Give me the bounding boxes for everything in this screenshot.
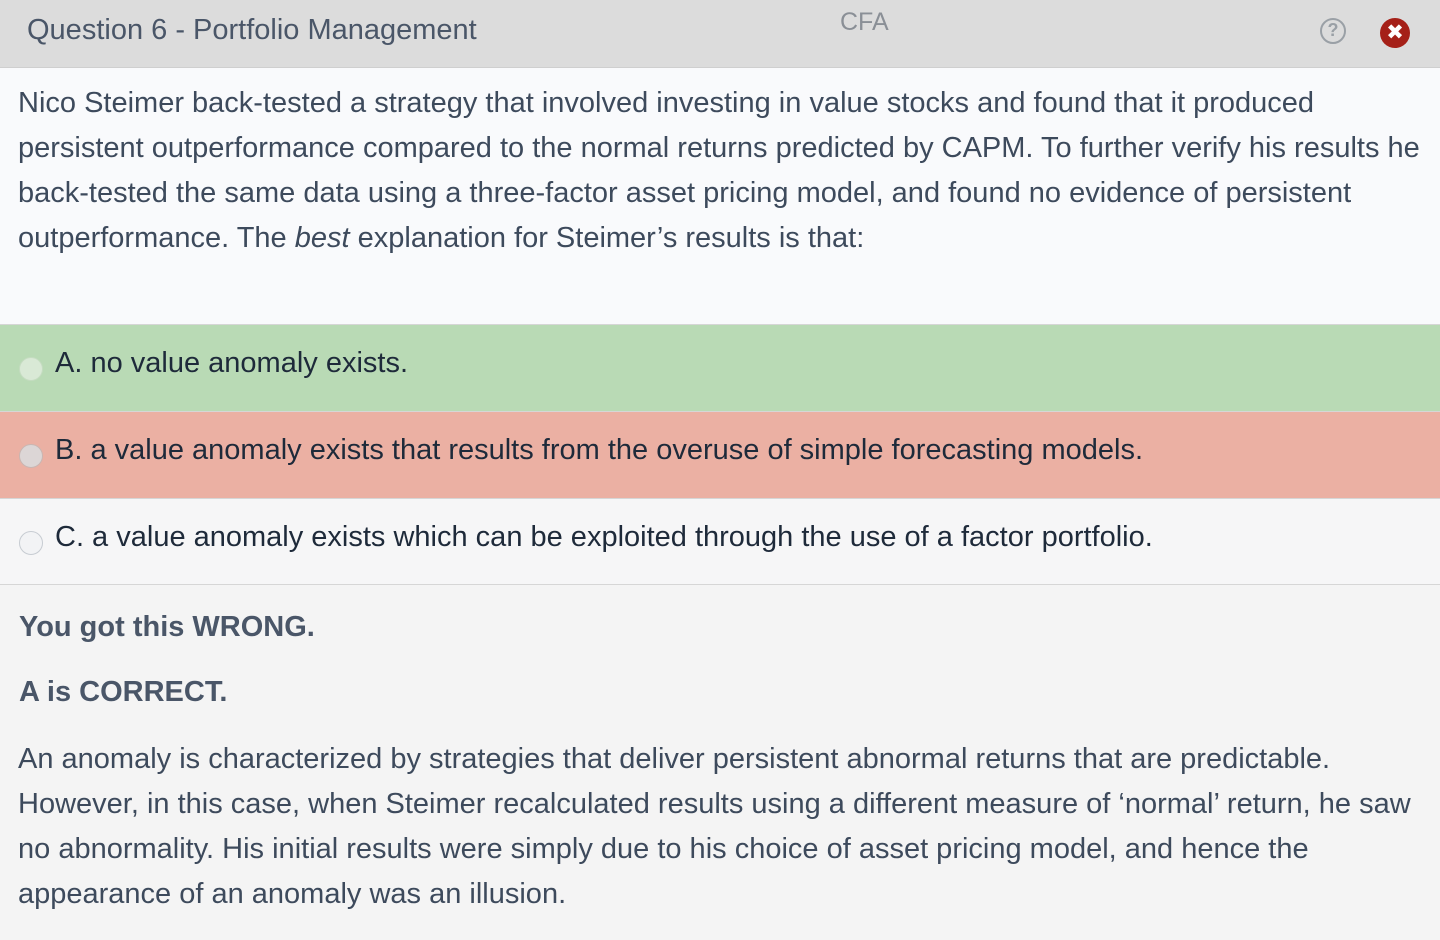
question-text-part: explanation for Steimer’s results is tha… (349, 222, 865, 254)
option-label: C. a value anomaly exists which can be e… (55, 521, 1153, 553)
option-label: A. no value anomaly exists. (55, 347, 409, 379)
correct-answer-message: A is CORRECT. (19, 676, 228, 708)
help-icon[interactable]: ? (1320, 18, 1346, 44)
option-c[interactable]: C. a value anomaly exists which can be e… (0, 498, 1440, 585)
radio-button[interactable] (19, 444, 43, 468)
close-icon[interactable]: ✖ (1380, 18, 1410, 48)
option-label: B. a value anomaly exists that results f… (55, 434, 1143, 466)
question-text: Nico Steimer back-tested a strategy that… (0, 68, 1440, 324)
question-text-part: Nico Steimer back-tested a strategy that… (18, 87, 1420, 254)
brand-label: CFA (840, 8, 889, 36)
option-b[interactable]: B. a value anomaly exists that results f… (0, 411, 1440, 498)
feedback-panel: You got this WRONG. A is CORRECT. An ano… (0, 584, 1440, 940)
radio-button[interactable] (19, 357, 43, 381)
title-bar: Question 6 - Portfolio Management CFA ? … (0, 0, 1440, 68)
question-emphasis: best (294, 222, 350, 254)
explanation-text: An anomaly is characterized by strategie… (18, 743, 1411, 910)
window-title: Question 6 - Portfolio Management (27, 14, 477, 46)
result-message: You got this WRONG. (19, 611, 315, 643)
radio-button[interactable] (19, 531, 43, 555)
option-a[interactable]: A. no value anomaly exists. (0, 324, 1440, 411)
